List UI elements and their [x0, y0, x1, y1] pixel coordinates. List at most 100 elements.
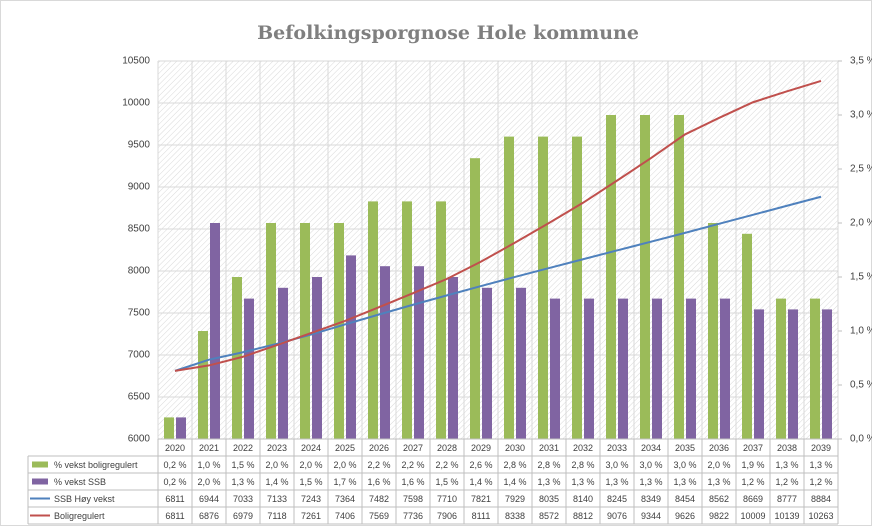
table-cell: 1,9 % [741, 460, 764, 470]
x-tick-label: 2027 [403, 443, 423, 453]
y2-tick-label: 0,5 % [850, 380, 872, 391]
table-cell: 2,8 % [571, 460, 594, 470]
table-cell: 7569 [369, 511, 389, 521]
table-cell: 2,0 % [265, 460, 288, 470]
table-cell: 1,2 % [775, 477, 798, 487]
bar [346, 255, 356, 439]
table-cell: 1,3 % [809, 460, 832, 470]
bar [436, 201, 446, 439]
table-cell: 8669 [743, 494, 763, 504]
bar [266, 223, 276, 439]
y-tick-label: 10500 [122, 56, 150, 67]
table-cell: 2,6 % [469, 460, 492, 470]
bar [164, 417, 174, 439]
table-cell: 7118 [267, 511, 286, 521]
table-cell: 7033 [233, 494, 253, 504]
chart-title: Befolkingsporgnose Hole kommune [257, 22, 639, 44]
y-tick-label: 9500 [128, 140, 151, 151]
table-cell: 7736 [403, 511, 423, 521]
y2-tick-label: 3,5 % [850, 56, 872, 67]
table-cell: 8454 [675, 494, 695, 504]
table-cell: 2,2 % [435, 460, 458, 470]
table-cell: 3,0 % [639, 460, 662, 470]
table-cell: 1,5 % [435, 477, 458, 487]
table-cell: 1,0 % [197, 460, 220, 470]
x-tick-label: 2029 [471, 443, 491, 453]
bar [210, 223, 220, 439]
y-tick-label: 10000 [122, 98, 150, 109]
bar [368, 201, 378, 439]
x-tick-label: 2032 [573, 443, 593, 453]
bar [504, 136, 514, 439]
bar [516, 287, 526, 439]
bar [674, 115, 684, 439]
y-tick-label: 7500 [128, 308, 151, 319]
table-cell: 8349 [641, 494, 661, 504]
bar [572, 136, 582, 439]
bar [402, 201, 412, 439]
x-tick-label: 2020 [165, 443, 185, 453]
y-tick-label: 8500 [128, 224, 151, 235]
x-tick-label: 2038 [777, 443, 797, 453]
y-tick-label: 7000 [128, 350, 151, 361]
bar [776, 298, 786, 439]
y-tick-label: 9000 [128, 182, 151, 193]
bar [686, 298, 696, 439]
bar [810, 298, 820, 439]
y-tick-label: 6000 [128, 434, 151, 445]
bar [380, 266, 390, 439]
table-cell: 7133 [267, 494, 287, 504]
table-cell: 6876 [199, 511, 219, 521]
bar [788, 309, 798, 439]
table-cell: 3,0 % [605, 460, 628, 470]
table-cell: 8562 [709, 494, 729, 504]
table-cell: 7598 [403, 494, 423, 504]
bar [176, 417, 186, 439]
bar [584, 298, 594, 439]
bar [742, 233, 752, 439]
table-cell: 1,2 % [809, 477, 832, 487]
table-cell: 1,5 % [299, 477, 322, 487]
table-cell: 2,8 % [537, 460, 560, 470]
table-cell: 2,0 % [197, 477, 220, 487]
table-cell: 2,2 % [367, 460, 390, 470]
line [174, 79, 822, 372]
table-cell: 8338 [505, 511, 525, 521]
y2-tick-label: 1,5 % [850, 272, 872, 283]
table-cell: 1,4 % [503, 477, 526, 487]
bar [470, 158, 480, 439]
table-cell: 8245 [607, 494, 627, 504]
x-tick-label: 2024 [301, 443, 321, 453]
table-cell: 7710 [437, 494, 457, 504]
table-cell: 10263 [808, 511, 833, 521]
bar [618, 298, 628, 439]
table-cell: 1,4 % [469, 477, 492, 487]
table-cell: 7482 [369, 494, 389, 504]
table-cell: 10139 [774, 511, 799, 521]
bar [334, 223, 344, 439]
table-cell: 9822 [709, 511, 729, 521]
bar [244, 298, 254, 439]
x-tick-label: 2022 [233, 443, 253, 453]
table-cell: 1,3 % [537, 477, 560, 487]
table-cell: 7821 [471, 494, 491, 504]
bar [278, 287, 288, 439]
table-cell: 1,3 % [605, 477, 628, 487]
legend-label: SSB Høy vekst [54, 494, 115, 504]
table-cell: 1,2 % [741, 477, 764, 487]
x-tick-label: 2037 [743, 443, 763, 453]
y2-tick-label: 1,0 % [850, 326, 872, 337]
y2-tick-label: 2,0 % [850, 218, 872, 229]
legend-swatch [32, 478, 48, 485]
bar [708, 223, 718, 439]
x-tick-label: 2030 [505, 443, 525, 453]
table-cell: 8777 [777, 494, 797, 504]
bar [822, 309, 832, 439]
table-cell: 0,2 % [163, 477, 186, 487]
table-cell: 1,3 % [231, 477, 254, 487]
table-cell: 7406 [335, 511, 355, 521]
table-cell: 6979 [233, 511, 253, 521]
bar [482, 287, 492, 439]
bar [538, 136, 548, 439]
